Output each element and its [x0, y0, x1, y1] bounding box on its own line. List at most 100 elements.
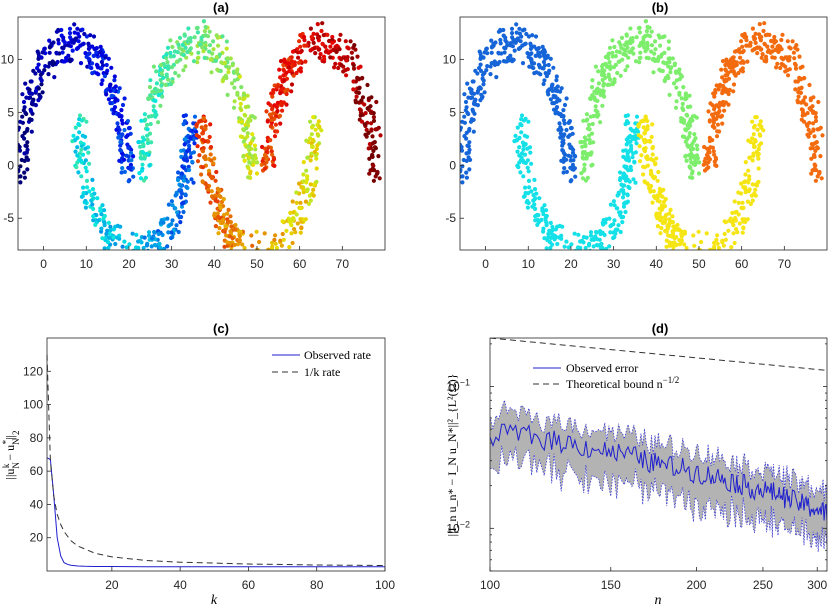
scatter-point — [712, 244, 717, 249]
scatter-point — [682, 242, 687, 247]
scatter-point — [216, 43, 221, 48]
scatter-point — [338, 32, 343, 37]
scatter-point — [78, 140, 83, 145]
scatter-point — [369, 154, 375, 159]
scatter-point — [508, 53, 513, 58]
scatter-point — [270, 240, 275, 245]
scatter-point — [808, 146, 813, 151]
y-tick-label: 60 — [30, 464, 44, 478]
scatter-point — [102, 246, 107, 250]
panel-c-legend: Observed rate 1/k rate — [272, 348, 371, 379]
scatter-point — [564, 127, 569, 133]
scatter-point — [346, 46, 351, 51]
scatter-point — [85, 185, 90, 190]
scatter-point — [722, 219, 727, 224]
scatter-point — [247, 151, 252, 156]
x-tick-label: 60 — [293, 257, 307, 271]
scatter-point — [14, 149, 18, 153]
scatter-point — [56, 37, 61, 43]
scatter-point — [308, 182, 313, 187]
scatter-point — [47, 50, 52, 55]
scatter-point — [540, 208, 545, 213]
scatter-point — [312, 46, 317, 51]
scatter-point — [690, 141, 695, 146]
scatter-point — [158, 67, 163, 72]
scatter-point — [286, 61, 291, 66]
scatter-point — [164, 55, 169, 61]
scatter-point — [208, 122, 213, 127]
scatter-point — [147, 131, 153, 136]
scatter-point — [243, 261, 247, 265]
scatter-point — [288, 252, 292, 256]
scatter-point — [770, 44, 775, 49]
scatter-point — [320, 41, 325, 46]
scatter-point — [23, 81, 28, 86]
scatter-point — [634, 114, 640, 119]
scatter-point — [541, 226, 546, 231]
scatter-point — [663, 197, 668, 202]
scatter-point — [186, 126, 191, 131]
scatter-point — [233, 227, 238, 232]
scatter-point — [350, 56, 355, 61]
scatter-point — [81, 41, 86, 46]
scatter-point — [520, 61, 526, 66]
scatter-point — [573, 174, 578, 179]
scatter-point — [176, 229, 181, 235]
scatter-point — [106, 220, 111, 225]
scatter-point — [741, 225, 746, 230]
scatter-point — [367, 156, 372, 161]
scatter-point — [618, 42, 623, 47]
scatter-point — [205, 139, 210, 144]
scatter-point — [255, 160, 260, 165]
scatter-point — [606, 52, 611, 57]
scatter-point — [153, 114, 158, 119]
scatter-point — [721, 257, 725, 261]
scatter-point — [624, 142, 629, 147]
scatter-point — [94, 46, 99, 51]
scatter-point — [146, 230, 152, 235]
scatter-point — [591, 250, 595, 254]
scatter-point — [582, 135, 588, 140]
scatter-point — [674, 242, 679, 247]
scatter-point — [744, 34, 749, 40]
scatter-point — [33, 88, 39, 94]
scatter-point — [189, 177, 194, 182]
scatter-point — [52, 75, 57, 80]
scatter-point — [201, 49, 206, 54]
scatter-point — [512, 40, 517, 45]
scatter-point — [512, 48, 517, 53]
scatter-point — [161, 75, 166, 80]
scatter-point — [475, 103, 480, 108]
scatter-point — [280, 231, 285, 237]
scatter-point — [344, 73, 349, 78]
scatter-point — [277, 113, 283, 118]
scatter-point — [312, 149, 317, 155]
scatter-point — [232, 99, 237, 104]
scatter-point — [556, 235, 562, 240]
scatter-point — [693, 136, 698, 141]
scatter-point — [272, 256, 276, 260]
scatter-point — [550, 88, 555, 93]
scatter-point — [720, 91, 725, 96]
x-tick-label: 20 — [564, 257, 578, 271]
scatter-point — [708, 101, 713, 106]
scatter-point — [608, 64, 613, 69]
scatter-point — [79, 174, 84, 179]
scatter-point — [520, 158, 526, 163]
scatter-point — [27, 87, 32, 92]
scatter-point — [625, 137, 630, 142]
scatter-point — [90, 177, 95, 182]
scatter-point — [680, 101, 685, 106]
scatter-point — [471, 79, 476, 84]
scatter-point — [641, 35, 646, 40]
scatter-point — [659, 188, 664, 193]
scatter-point — [119, 170, 124, 175]
scatter-point — [221, 197, 226, 202]
scatter-point — [129, 158, 134, 163]
scatter-point — [272, 237, 277, 242]
scatter-point — [209, 176, 215, 181]
scatter-point — [138, 255, 142, 259]
scatter-point — [146, 114, 151, 119]
scatter-point — [203, 126, 208, 132]
scatter-point — [751, 34, 756, 40]
